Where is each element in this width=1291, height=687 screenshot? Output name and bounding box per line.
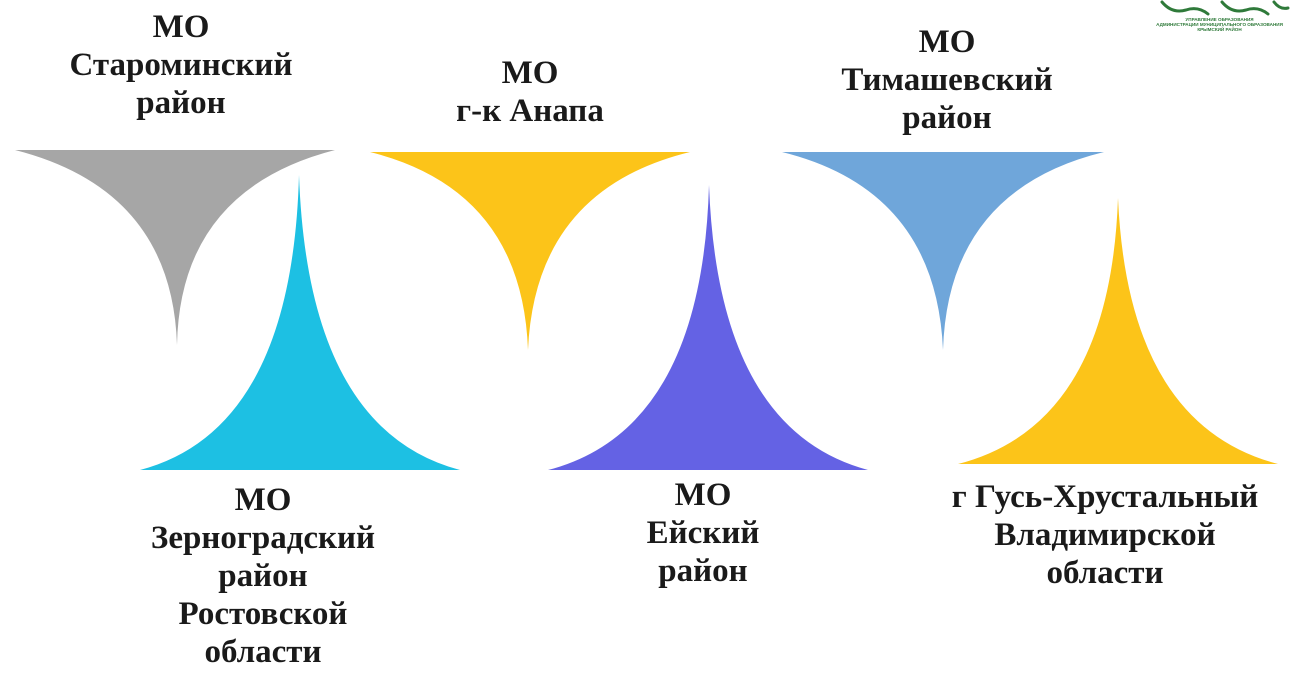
shape-timash (782, 152, 1104, 350)
label-eysk: МО Ейский район (578, 476, 828, 590)
shape-staro (15, 150, 335, 345)
label-staro: МО Староминский район (56, 8, 306, 122)
label-line: Тимашевский (841, 62, 1053, 98)
logo-line: АДМИНИСТРАЦИИ МУНИЦИПАЛЬНОГО ОБРАЗОВАНИЯ (1156, 22, 1283, 28)
logo-caption: УПРАВЛЕНИЕ ОБРАЗОВАНИЯ АДМИНИСТРАЦИИ МУН… (1148, 17, 1291, 33)
label-timash: МО Тимашевский район (822, 23, 1072, 137)
label-line: МО (234, 482, 292, 518)
label-gus: г Гусь-Хрустальный Владимирской области (945, 478, 1265, 592)
label-line: области (1046, 555, 1164, 591)
label-line: район (218, 558, 308, 594)
label-line: г-к Анапа (456, 93, 604, 129)
logo-line: УПРАВЛЕНИЕ ОБРАЗОВАНИЯ (1185, 17, 1254, 22)
label-line: МО (918, 24, 976, 60)
label-line: район (136, 85, 226, 121)
education-emblem-icon (1160, 0, 1290, 16)
label-line: Ростовской (178, 596, 348, 632)
label-zerno: МО Зерноградский район Ростовской област… (138, 481, 388, 671)
label-line: Зерноградский (150, 520, 376, 556)
shape-eysk (548, 185, 868, 470)
label-line: Владимирской (994, 517, 1216, 553)
label-line: Староминский (69, 47, 293, 83)
label-line: МО (501, 55, 559, 91)
label-line: район (658, 553, 748, 589)
label-line: район (902, 100, 992, 136)
label-line: области (204, 634, 322, 670)
shape-gus (958, 198, 1278, 464)
label-line: МО (674, 477, 732, 513)
label-line: г Гусь-Хрустальный (951, 479, 1259, 515)
logo-line: КРЫМСКИЙ РАЙОН (1197, 27, 1242, 33)
label-line: МО (152, 9, 210, 45)
shape-zerno (140, 175, 460, 470)
shape-anapa (370, 152, 690, 350)
label-line: Ейский (646, 515, 760, 551)
label-anapa: МО г-к Анапа (405, 54, 655, 130)
